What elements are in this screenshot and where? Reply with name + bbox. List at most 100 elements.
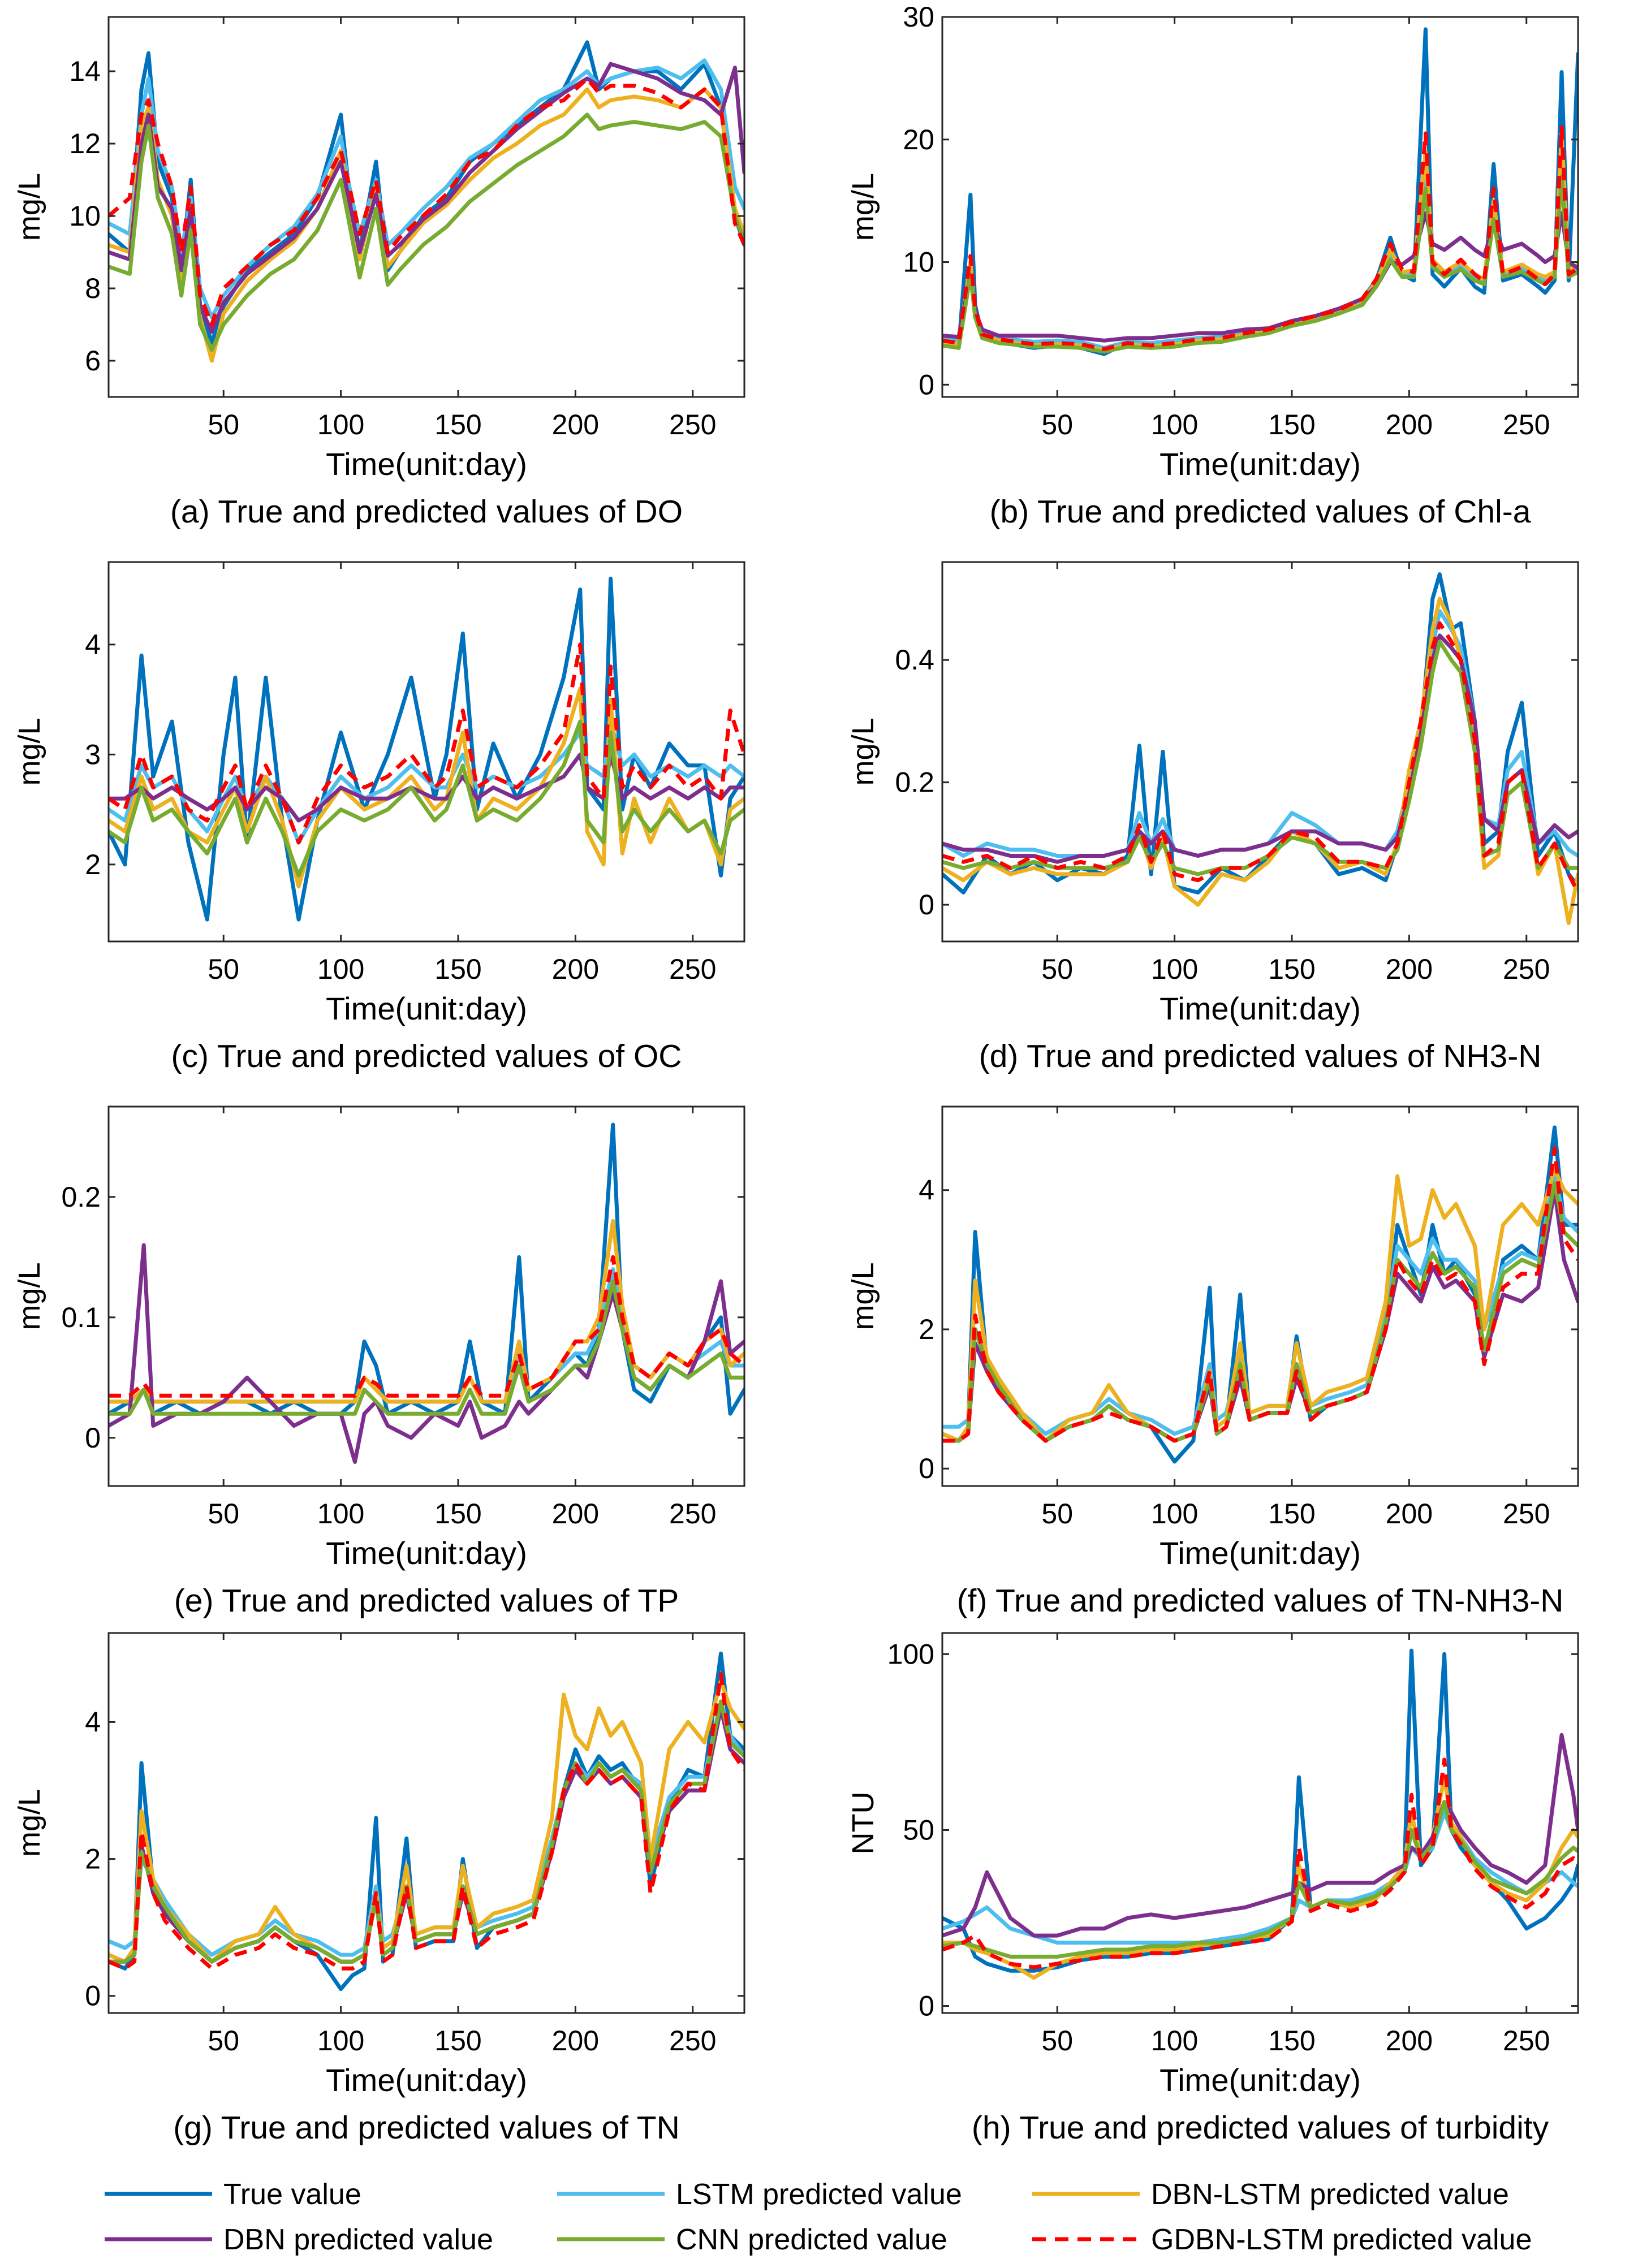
- panel-h: 50 100 150 200 250 0 50 100 NTU Time(unit:day) (h)…: [846, 1632, 1579, 2146]
- y-tick-label: 4: [85, 629, 101, 660]
- panel-caption: (e) True and predicted values of TP: [174, 1583, 679, 1619]
- series-line-gdbn: [942, 1146, 1578, 1443]
- y-axis-label: mg/L: [12, 1789, 46, 1857]
- x-tick-label: 200: [1386, 953, 1433, 985]
- x-tick-label: 250: [1503, 409, 1550, 440]
- x-axis-label: Time(unit:day): [326, 1535, 527, 1571]
- axes-frame: [941, 1632, 1579, 2014]
- y-axis-label: NTU: [846, 1792, 880, 1855]
- x-axis-label: Time(unit:day): [326, 991, 527, 1026]
- legend-item-cnn: CNN predicted value: [557, 2223, 947, 2256]
- x-tick-label: 100: [1151, 953, 1198, 985]
- x-tick-label: 50: [208, 409, 239, 440]
- legend-label: LSTM predicted value: [676, 2178, 962, 2211]
- panels: 50 100 150 200 25068101214mg/LTime(unit:day)…: [12, 1, 1579, 2146]
- plot-area: [942, 562, 1578, 941]
- x-tick-label: 150: [1268, 953, 1315, 985]
- plot-area: [109, 1107, 744, 1486]
- legend-label: DBN-LSTM predicted value: [1151, 2178, 1509, 2211]
- series-line-cnn: [109, 1279, 744, 1416]
- y-tick-label: 100: [887, 1638, 934, 1670]
- x-tick-label: 150: [434, 2025, 481, 2057]
- axes-frame: [941, 16, 1579, 398]
- series-line-gdbn: [942, 125, 1578, 351]
- x-tick-label: 100: [1151, 2025, 1198, 2057]
- plot-area: [109, 1633, 744, 2013]
- series-line-cnn: [942, 640, 1578, 876]
- series-group: [109, 576, 744, 922]
- y-tick-label: 0: [919, 889, 934, 921]
- x-tick-label: 100: [317, 953, 364, 985]
- y-tick-label: 10: [69, 200, 101, 232]
- legend-label: True value: [223, 2178, 361, 2211]
- series-line-true: [109, 576, 744, 922]
- y-tick-label: 4: [85, 1706, 101, 1738]
- x-tick-label: 250: [669, 953, 716, 985]
- x-axis-label: Time(unit:day): [1160, 991, 1361, 1026]
- axes-frame: [107, 561, 745, 943]
- y-tick-label: 0: [85, 1980, 101, 2012]
- y-tick-label: 10: [903, 247, 934, 278]
- x-tick-label: 250: [1503, 2025, 1550, 2057]
- y-axis-label: mg/L: [846, 173, 880, 241]
- x-tick-label: 200: [1386, 1498, 1433, 1530]
- x-tick-label: 50: [1041, 2025, 1073, 2057]
- panel-c: 50 100 150 200 250 2 3 4 mg/L Time(unit:day) (c) T…: [12, 561, 745, 1074]
- x-axis-label: Time(unit:day): [1160, 2062, 1361, 2098]
- x-tick-label: 150: [1268, 409, 1315, 440]
- series-line-cnn: [109, 1699, 744, 1964]
- x-tick-label: 100: [317, 409, 364, 440]
- legend-item-true: True value: [105, 2178, 361, 2211]
- y-tick-label: 2: [85, 849, 101, 880]
- series-line-dbnlstm: [942, 597, 1578, 925]
- y-tick-label: 0: [919, 369, 934, 400]
- x-tick-label: 100: [317, 1498, 364, 1530]
- axes-frame: [941, 1105, 1579, 1487]
- series-group: [942, 1648, 1578, 1980]
- panel-d: 50 100 150 200 250 0 0.2 0.4 mg/L Time(unit:day) (…: [846, 561, 1579, 1074]
- panel-caption: (a) True and predicted values of DO: [170, 494, 683, 530]
- y-tick-label: 14: [69, 55, 101, 87]
- y-tick-label: 0: [919, 1453, 934, 1484]
- series-line-gdbn: [942, 621, 1578, 893]
- panel-g: 50 100 150 200 250 0 2 4 mg/L Time(unit:day) (g) T…: [12, 1632, 745, 2146]
- panel-caption: (f) True and predicted values of TN-NH3-…: [957, 1583, 1564, 1619]
- y-tick-label: 8: [85, 273, 101, 304]
- series-group: [942, 1125, 1578, 1464]
- series-line-dbn: [942, 633, 1578, 864]
- panel-b: 50 100 150 200 250 0 10 20 30 mg/L Time(unit:day) (…: [846, 1, 1579, 530]
- panel-e: 50 100 150 200 250 0 0.1 0.2 mg/L Time(unit:day) (…: [12, 1105, 745, 1619]
- panel-caption: (c) True and predicted values of OC: [171, 1038, 682, 1074]
- x-tick-label: 100: [1151, 1498, 1198, 1530]
- legend-item-gdbn: GDBN-LSTM predicted value: [1032, 2223, 1532, 2256]
- x-axis-label: Time(unit:day): [326, 2062, 527, 2098]
- series-line-cnn: [109, 113, 744, 352]
- y-tick-label: 50: [903, 1814, 934, 1846]
- series-line-gdbn: [109, 1255, 744, 1398]
- legend-label: CNN predicted value: [676, 2223, 947, 2256]
- x-tick-label: 50: [1041, 1498, 1073, 1530]
- y-tick-label: 30: [903, 1, 934, 33]
- panel-caption: (h) True and predicted values of turbidi…: [972, 2110, 1549, 2146]
- y-tick-label: 3: [85, 738, 101, 770]
- y-tick-label: 2: [919, 1314, 934, 1345]
- x-axis-label: Time(unit:day): [1160, 1535, 1361, 1571]
- x-tick-label: 250: [669, 409, 716, 440]
- x-tick-label: 50: [208, 1498, 239, 1530]
- legend: True value LSTM predicted value DBN-LSTM p…: [105, 2178, 1532, 2256]
- axes-frame: [107, 1632, 745, 2014]
- x-tick-label: 250: [669, 2025, 716, 2057]
- series-line-cnn: [942, 174, 1578, 354]
- x-tick-label: 50: [208, 2025, 239, 2057]
- axes-frame: [107, 16, 745, 398]
- series-group: [109, 1122, 744, 1464]
- x-tick-label: 200: [1386, 2025, 1433, 2057]
- legend-item-lstm: LSTM predicted value: [557, 2178, 962, 2211]
- panel-caption: (d) True and predicted values of NH3-N: [979, 1038, 1542, 1074]
- series-line-dbn: [942, 1733, 1578, 1938]
- panel-a: 50 100 150 200 250 6 8 10 12 14 mg/L Time(unit:day)…: [12, 16, 745, 530]
- y-tick-label: 0.1: [61, 1302, 101, 1333]
- y-tick-label: 0.4: [895, 644, 934, 676]
- x-tick-label: 100: [317, 2025, 364, 2057]
- y-axis-label: mg/L: [12, 1262, 46, 1330]
